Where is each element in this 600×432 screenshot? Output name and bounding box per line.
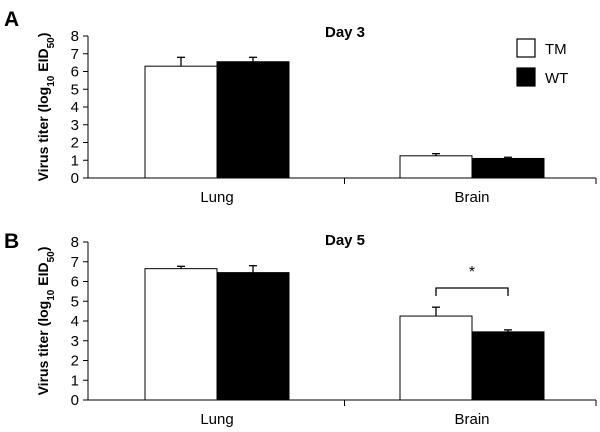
panel-b-category-label: Lung	[200, 411, 233, 428]
panel-b-bar-wt	[471, 331, 545, 401]
legend-swatch-tm	[516, 38, 536, 58]
panel-a-y-tick-label: 8	[71, 28, 79, 45]
panel-a-y-tick-label: 5	[71, 81, 79, 98]
panel-b-bar-tm	[399, 315, 473, 401]
panel-a-bar-wt	[216, 61, 290, 179]
panel-a-y-axis-label: Virus titer (log10 EID50)	[35, 33, 57, 182]
legend-swatch-wt	[516, 67, 536, 87]
panel-b-bar-wt	[216, 272, 290, 401]
panel-b-y-tick-label: 5	[71, 293, 79, 310]
panel-b-y-tick-label: 2	[71, 353, 79, 370]
panel-a-y-tick-label: 7	[71, 46, 79, 63]
panel-a-category-label: Lung	[200, 189, 233, 206]
panel-b-letter: B	[4, 230, 19, 253]
panel-b-category-label: Brain	[454, 411, 489, 428]
panel-b-y-tick-label: 1	[71, 372, 79, 389]
panel-b-y-tick-label: 6	[71, 274, 79, 291]
panel-a-y-tick-label: 4	[71, 99, 79, 116]
legend-label-tm: TM	[545, 41, 567, 58]
panel-b-plot: 0 1 2 3 4 5 6 7 8 Lung Brain Virus titer (log10 EID…	[35, 234, 597, 428]
panel-a-y-tick-label: 3	[71, 117, 79, 134]
panel-a-y-tick-label: 1	[71, 152, 79, 169]
panel-b-y-tick-label: 8	[71, 234, 79, 251]
panel-a-bar-tm	[399, 155, 473, 179]
panel-a-bar-tm	[144, 65, 218, 179]
panel-b-y-tick-label: 7	[71, 254, 79, 271]
panel-a-bar-wt	[471, 157, 545, 179]
panel-a-y-tick-label: 0	[71, 170, 79, 187]
panel-a-y-tick-label: 6	[71, 64, 79, 81]
panel-b-significance-star: *	[469, 264, 475, 281]
panel-a-y-tick-label: 2	[71, 135, 79, 152]
panel-b-y-tick-label: 4	[71, 313, 79, 330]
legend-label-wt: WT	[545, 70, 568, 87]
panel-b-title: Day 5	[325, 232, 365, 249]
panel-a-category-label: Brain	[454, 189, 489, 206]
panel-b-y-tick-label: 3	[71, 333, 79, 350]
panel-a-letter: A	[4, 8, 19, 31]
panel-b-y-tick-label: 0	[71, 392, 79, 409]
panel-b-bar-tm	[144, 268, 218, 401]
panel-b-significance-bracket	[435, 287, 509, 296]
panel-b-y-axis-label: Virus titer (log10 EID50)	[35, 247, 57, 396]
panel-a-title: Day 3	[325, 24, 365, 41]
